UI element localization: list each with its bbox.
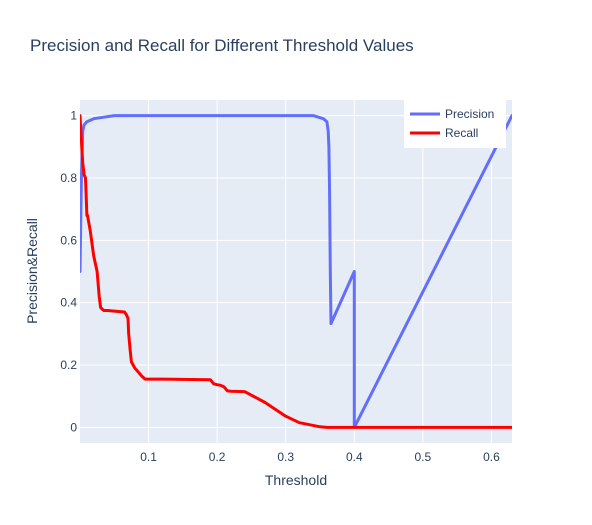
- series-lines: [80, 114, 512, 429]
- gridlines: [80, 100, 512, 443]
- y-axis-title: Precision&Recall: [24, 218, 40, 324]
- x-tick-label: 0.3: [277, 450, 294, 464]
- y-tick-label: 1: [70, 109, 77, 123]
- y-tick-label: 0: [70, 420, 77, 434]
- x-tick-label: 0.4: [346, 450, 363, 464]
- series-line-precision: [80, 114, 512, 429]
- y-tick-label: 0.8: [60, 171, 77, 185]
- x-tick-label: 0.2: [209, 450, 226, 464]
- plot-area: [80, 100, 512, 443]
- x-axis-title: Threshold: [265, 472, 327, 488]
- y-tick-label: 0.6: [60, 233, 77, 247]
- legend-background: [404, 100, 506, 148]
- y-tick-label: 0.2: [60, 358, 77, 372]
- series-line-recall: [80, 114, 512, 429]
- legend-label-precision: Precision: [445, 107, 494, 121]
- x-tick-label: 0.1: [140, 450, 157, 464]
- y-tick-label: 0.4: [60, 296, 77, 310]
- tick-labels: 0.1 0.2 0.3 0.4 0.5 0.6 0 0.2 0.4 0.6 0.8 1: [60, 109, 500, 464]
- legend-label-recall: Recall: [445, 126, 478, 140]
- x-tick-label: 0.5: [415, 450, 432, 464]
- x-tick-label: 0.6: [483, 450, 500, 464]
- legend: Precision Recall: [404, 100, 506, 148]
- chart-title: Precision and Recall for Different Thres…: [30, 36, 414, 55]
